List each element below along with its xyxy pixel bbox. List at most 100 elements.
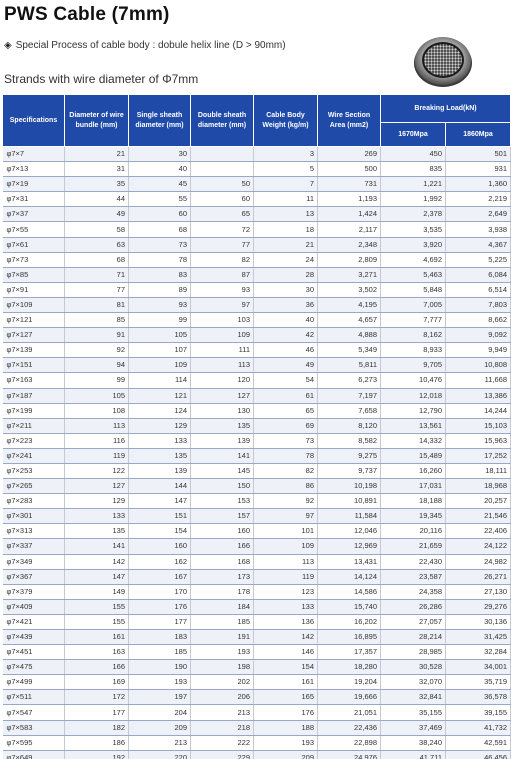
weight-cell: 13 [253,206,318,223]
double-sheath-cell: 153 [190,493,254,510]
section-area-cell: 4,657 [317,312,381,329]
table-row: φ7×73 68 78 82 24 2,809 4,692 5,225 [2,252,511,268]
spec-cell: φ7×595 [2,735,65,751]
single-sheath-cell: 151 [128,508,191,525]
weight-cell: 146 [253,644,318,661]
header-single-sheath: Single sheath diameter (mm) [128,94,191,147]
breaking-1860-cell: 15,963 [445,433,511,449]
section-area-cell: 10,891 [317,493,381,510]
bundle-diameter-cell: 105 [64,388,129,404]
single-sheath-cell: 177 [128,614,191,631]
section-area-cell: 12,046 [317,523,381,540]
table-row: φ7×211 113 129 135 69 8,120 13,561 15,103 [2,418,511,434]
breaking-1670-cell: 23,587 [380,569,446,585]
single-sheath-cell: 193 [128,674,191,691]
bundle-diameter-cell: 163 [64,644,129,661]
spec-cell: φ7×409 [2,599,65,615]
breaking-1860-cell: 15,103 [445,418,511,434]
section-area-cell: 2,117 [317,221,381,238]
breaking-1670-cell: 19,345 [380,508,446,525]
single-sheath-cell: 209 [128,720,191,736]
spec-cell: φ7×367 [2,569,65,585]
breaking-1860-cell: 14,244 [445,403,511,419]
bundle-diameter-cell: 77 [64,282,129,298]
table-body: φ7×7 21 30 3 269 450 501 φ7×13 31 40 5 500 835 931 φ7×… [2,146,511,759]
spec-cell: φ7×55 [2,221,65,238]
double-sheath-cell: 178 [190,584,254,600]
breaking-1860-cell: 2,649 [445,206,511,223]
breaking-1670-cell: 16,260 [380,463,446,480]
single-sheath-cell: 220 [128,750,191,759]
bundle-diameter-cell: 116 [64,433,129,449]
bundle-diameter-cell: 135 [64,523,129,540]
breaking-1860-cell: 1,360 [445,176,511,193]
breaking-1670-cell: 35,155 [380,704,446,721]
breaking-1670-cell: 28,214 [380,629,446,646]
breaking-1670-cell: 835 [380,161,446,178]
section-area-cell: 2,809 [317,252,381,268]
header-double-sheath: Double sheath diameter (mm) [190,94,254,147]
spec-cell: φ7×61 [2,237,65,253]
spec-cell: φ7×151 [2,357,65,374]
breaking-1670-cell: 15,489 [380,448,446,464]
single-sheath-cell: 160 [128,538,191,555]
breaking-1860-cell: 41,732 [445,720,511,736]
header-1670mpa: 1670Mpa [380,122,446,147]
table-row: φ7×151 94 109 113 49 5,811 9,705 10,808 [2,357,511,374]
double-sheath-cell: 60 [190,191,254,208]
bundle-diameter-cell: 119 [64,448,129,464]
spec-cell: φ7×241 [2,448,65,464]
section-area-cell: 6,273 [317,372,381,389]
weight-cell: 78 [253,448,318,464]
table-row: φ7×109 81 93 97 36 4,195 7,005 7,803 [2,297,511,314]
table-row: φ7×91 77 89 93 30 3,502 5,848 6,514 [2,282,511,298]
spec-cell: φ7×19 [2,176,65,193]
double-sheath-cell: 202 [190,674,254,691]
double-sheath-cell: 150 [190,478,254,495]
spec-cell: φ7×349 [2,554,65,570]
breaking-1860-cell: 32,284 [445,644,511,661]
single-sheath-cell: 68 [128,221,191,238]
section-area-cell: 8,120 [317,418,381,434]
weight-cell: 133 [253,599,318,615]
double-sheath-cell: 127 [190,388,254,404]
table-row: φ7×265 127 144 150 86 10,198 17,031 18,968 [2,478,511,495]
section-area-cell: 500 [317,161,381,178]
table-row: φ7×421 155 177 185 136 16,202 27,057 30,136 [2,614,511,631]
single-sheath-cell: 167 [128,569,191,585]
breaking-1670-cell: 27,057 [380,614,446,631]
spec-cell: φ7×31 [2,191,65,208]
spec-cell: φ7×253 [2,463,65,480]
section-area-cell: 17,357 [317,644,381,661]
spec-cell: φ7×547 [2,704,65,721]
bundle-diameter-cell: 155 [64,614,129,631]
bundle-diameter-cell: 85 [64,312,129,329]
weight-cell: 42 [253,327,318,344]
bundle-diameter-cell: 94 [64,357,129,374]
double-sheath-cell: 77 [190,237,254,253]
weight-cell: 161 [253,674,318,691]
weight-cell: 49 [253,357,318,374]
weight-cell: 119 [253,569,318,585]
bundle-diameter-cell: 58 [64,221,129,238]
breaking-1670-cell: 18,188 [380,493,446,510]
double-sheath-cell: 185 [190,614,254,631]
weight-cell: 18 [253,221,318,238]
double-sheath-cell: 139 [190,433,254,449]
double-sheath-cell: 222 [190,735,254,751]
weight-cell: 3 [253,146,318,163]
single-sheath-cell: 93 [128,297,191,314]
breaking-1860-cell: 27,130 [445,584,511,600]
single-sheath-cell: 107 [128,342,191,359]
breaking-1860-cell: 24,982 [445,554,511,570]
single-sheath-cell: 135 [128,448,191,464]
table-row: φ7×499 169 193 202 161 19,204 32,070 35,719 [2,674,511,691]
header-section-area: Wire Section Area (mm2) [317,94,381,147]
bundle-diameter-cell: 68 [64,252,129,268]
table-row: φ7×85 71 83 87 28 3,271 5,463 6,084 [2,267,511,283]
section-area-cell: 9,737 [317,463,381,480]
single-sheath-cell: 129 [128,418,191,434]
header-specifications: Specifications [2,94,65,147]
single-sheath-cell: 170 [128,584,191,600]
cable-cross-section-image [414,37,472,87]
